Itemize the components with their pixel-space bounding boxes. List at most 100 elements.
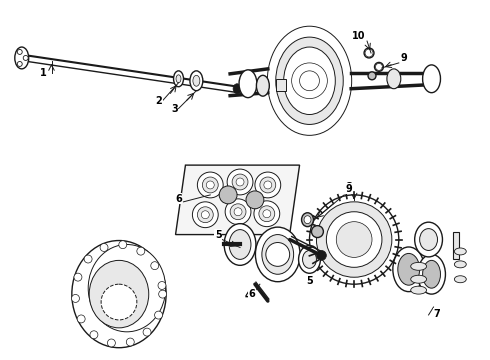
Ellipse shape	[88, 244, 166, 332]
Text: 8: 8	[346, 182, 353, 192]
Ellipse shape	[233, 84, 241, 94]
Ellipse shape	[387, 69, 401, 89]
Text: 2: 2	[155, 96, 162, 105]
Circle shape	[246, 191, 264, 209]
Circle shape	[84, 255, 92, 263]
Ellipse shape	[302, 251, 317, 268]
Text: 6: 6	[175, 194, 182, 204]
Circle shape	[23, 55, 28, 60]
Circle shape	[310, 195, 399, 284]
Ellipse shape	[417, 255, 445, 294]
Circle shape	[255, 172, 281, 198]
Circle shape	[107, 339, 115, 347]
Circle shape	[375, 63, 382, 70]
Circle shape	[225, 199, 251, 225]
Ellipse shape	[374, 62, 383, 71]
Circle shape	[101, 284, 137, 320]
Circle shape	[264, 181, 272, 189]
Ellipse shape	[256, 75, 270, 96]
Circle shape	[197, 172, 223, 198]
Ellipse shape	[422, 260, 441, 288]
Ellipse shape	[411, 262, 427, 270]
Circle shape	[260, 177, 276, 193]
Ellipse shape	[229, 230, 251, 260]
Circle shape	[143, 328, 151, 336]
Polygon shape	[175, 165, 299, 235]
Ellipse shape	[239, 70, 257, 98]
Circle shape	[126, 338, 134, 346]
Text: 10: 10	[352, 31, 366, 41]
Ellipse shape	[173, 71, 183, 87]
Circle shape	[202, 177, 218, 193]
Circle shape	[77, 315, 85, 323]
Circle shape	[326, 212, 382, 267]
Circle shape	[74, 273, 82, 281]
Circle shape	[236, 178, 244, 186]
Circle shape	[299, 71, 319, 91]
Ellipse shape	[262, 235, 294, 274]
Circle shape	[317, 251, 326, 260]
Circle shape	[17, 62, 22, 67]
Text: 6: 6	[248, 289, 255, 299]
Circle shape	[206, 181, 214, 189]
Ellipse shape	[15, 47, 29, 69]
Ellipse shape	[393, 247, 425, 292]
Text: 1: 1	[40, 68, 47, 78]
Ellipse shape	[415, 222, 442, 257]
Text: 9: 9	[400, 53, 407, 63]
Ellipse shape	[454, 261, 466, 268]
Circle shape	[234, 208, 242, 216]
Ellipse shape	[364, 48, 374, 58]
Circle shape	[119, 241, 127, 249]
Ellipse shape	[276, 37, 343, 125]
Circle shape	[230, 204, 246, 220]
Circle shape	[365, 49, 373, 57]
Ellipse shape	[368, 72, 376, 80]
Ellipse shape	[176, 75, 181, 83]
Ellipse shape	[419, 229, 438, 251]
Ellipse shape	[454, 248, 466, 255]
Circle shape	[151, 262, 159, 270]
Ellipse shape	[422, 65, 441, 93]
Circle shape	[232, 174, 248, 190]
Circle shape	[254, 201, 280, 227]
Ellipse shape	[72, 240, 166, 348]
Ellipse shape	[193, 75, 200, 86]
Ellipse shape	[268, 26, 352, 135]
Circle shape	[17, 49, 22, 54]
Circle shape	[263, 210, 271, 218]
Ellipse shape	[304, 216, 311, 224]
Circle shape	[201, 211, 209, 219]
Ellipse shape	[454, 276, 466, 283]
Circle shape	[158, 282, 166, 289]
Text: 7: 7	[433, 309, 440, 319]
Ellipse shape	[411, 275, 427, 283]
Circle shape	[100, 243, 108, 251]
Ellipse shape	[398, 253, 419, 285]
Text: 9: 9	[346, 184, 353, 194]
Circle shape	[259, 206, 275, 222]
Text: 4: 4	[245, 291, 251, 301]
Ellipse shape	[89, 260, 149, 328]
Circle shape	[227, 169, 253, 195]
Ellipse shape	[224, 224, 256, 265]
Circle shape	[154, 311, 163, 319]
Circle shape	[197, 207, 213, 223]
Circle shape	[336, 222, 372, 257]
Ellipse shape	[411, 286, 427, 294]
Circle shape	[312, 226, 323, 238]
Circle shape	[266, 243, 290, 266]
Circle shape	[219, 186, 237, 204]
Circle shape	[72, 294, 79, 302]
Circle shape	[159, 290, 167, 298]
Text: 5: 5	[215, 230, 221, 239]
Text: 3: 3	[171, 104, 178, 113]
Ellipse shape	[301, 213, 314, 227]
Bar	[453, 231, 459, 260]
Circle shape	[90, 331, 98, 339]
Text: 5: 5	[306, 276, 313, 286]
Bar	[276, 79, 286, 91]
Circle shape	[193, 202, 218, 228]
Ellipse shape	[284, 47, 335, 114]
Circle shape	[292, 63, 327, 99]
